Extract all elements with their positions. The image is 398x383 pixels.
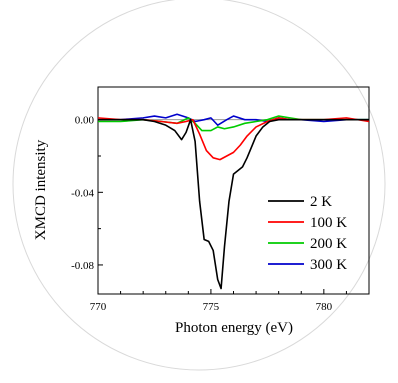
y-tick-label: 0.00 <box>75 115 95 127</box>
x-tick-label: 775 <box>203 301 220 313</box>
x-axis-title: Photon energy (eV) <box>175 320 293 336</box>
legend: 2 K 100 K 200 K 300 K <box>268 194 347 273</box>
series-line-100k <box>98 118 369 160</box>
legend-label: 2 K <box>310 194 332 210</box>
y-tick-label: -0.04 <box>71 187 94 199</box>
y-tick-label: -0.08 <box>71 260 94 272</box>
legend-label: 300 K <box>310 257 347 273</box>
legend-label: 200 K <box>310 236 347 252</box>
x-tick-label: 770 <box>90 301 107 313</box>
x-tick-label: 780 <box>316 301 333 313</box>
legend-label: 100 K <box>310 215 347 231</box>
y-axis-title: XMCD intensity <box>33 139 49 240</box>
axis-ticks: 770 775 780 0.00 -0.04 -0.08 <box>71 115 369 313</box>
